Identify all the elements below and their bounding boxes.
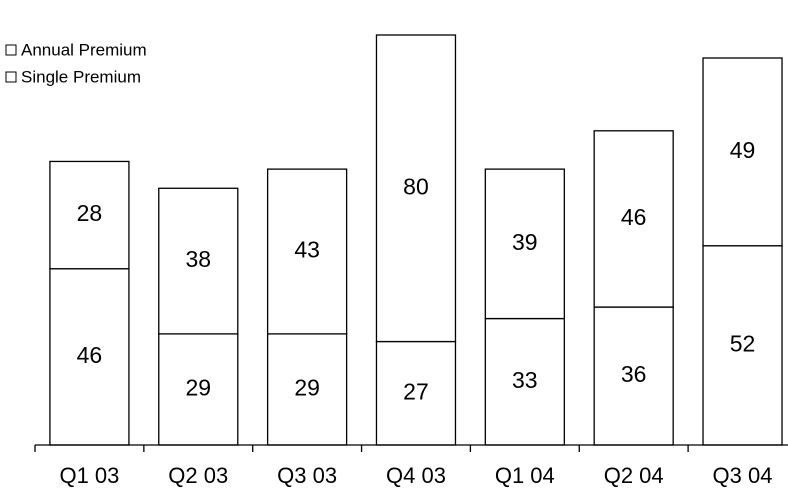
x-tick-label: Q1 03 <box>59 463 119 488</box>
legend-entry: Annual Premium <box>21 40 147 59</box>
bar-annual-premium-q3-04 <box>702 57 783 247</box>
data-label-annual-premium: 39 <box>512 229 538 255</box>
data-label-single-premium: 33 <box>512 367 538 393</box>
data-label-single-premium: 46 <box>77 342 103 368</box>
bar-annual-premium-q3-03 <box>266 168 348 335</box>
legend: Annual Premium Single Premium <box>5 40 147 86</box>
data-label-single-premium: 36 <box>621 361 647 387</box>
data-label-annual-premium: 46 <box>621 204 647 230</box>
x-tick-label: Q2 04 <box>604 463 664 488</box>
x-tick-label: Q3 04 <box>713 463 773 488</box>
data-label-single-premium: 52 <box>730 330 756 356</box>
data-label-single-premium: 29 <box>294 375 320 401</box>
data-label-annual-premium: 49 <box>730 137 756 163</box>
bar-single-premium-q3-04 <box>702 245 783 446</box>
x-tick-label: Q4 03 <box>386 463 446 488</box>
data-label-annual-premium: 38 <box>185 246 211 272</box>
data-label-single-premium: 29 <box>185 375 211 401</box>
x-tick-label: Q1 04 <box>495 463 555 488</box>
data-labels-group: 46 28 29 38 29 43 27 80 33 39 36 46 52 49 <box>77 137 756 404</box>
bar-single-premium-q2-04 <box>593 306 674 446</box>
data-label-annual-premium: 80 <box>403 173 429 199</box>
data-label-annual-premium: 43 <box>294 237 320 263</box>
bar-single-premium-q1-03 <box>49 268 130 446</box>
bar-annual-premium-q2-04 <box>593 130 674 308</box>
bars-group <box>49 34 783 446</box>
legend-swatch <box>5 44 17 56</box>
bar-annual-premium-q4-03 <box>375 34 457 343</box>
data-label-annual-premium: 28 <box>77 200 103 226</box>
x-tick-label: Q2 03 <box>168 463 228 488</box>
bar-annual-premium-q1-04 <box>484 168 565 320</box>
bar-annual-premium-q2-03 <box>158 187 239 335</box>
legend-swatch <box>5 71 17 83</box>
x-tick-label: Q3 03 <box>277 463 337 488</box>
bar-annual-premium-q1-03 <box>49 160 130 270</box>
data-label-single-premium: 27 <box>403 378 429 404</box>
legend-entry: Single Premium <box>21 67 141 86</box>
x-axis: Q1 03 Q2 03 Q3 03 Q4 03 Q1 04 Q2 04 Q3 04 <box>34 444 788 488</box>
